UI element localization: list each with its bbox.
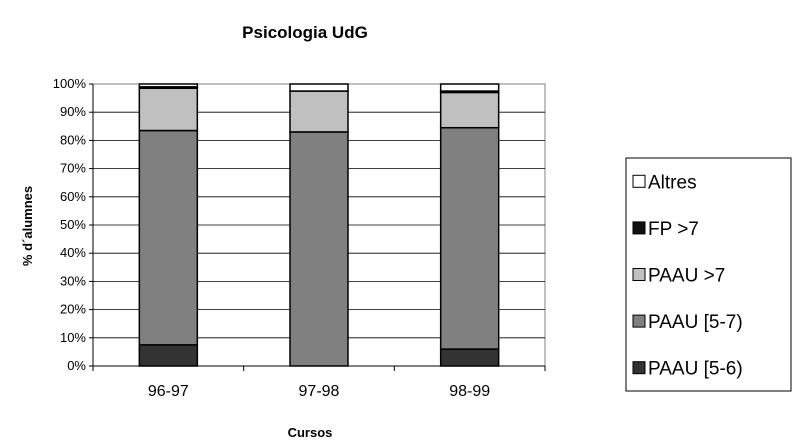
legend-swatch bbox=[632, 221, 646, 235]
x-category-label: 98-99 bbox=[449, 383, 490, 400]
x-category-label: 97-98 bbox=[299, 383, 340, 400]
bar-segment bbox=[138, 83, 199, 88]
legend-box bbox=[625, 157, 792, 392]
x-category-label: 96-97 bbox=[148, 383, 189, 400]
bar-segment bbox=[138, 87, 199, 132]
bar-segment bbox=[439, 91, 500, 129]
y-tick-label: 20% bbox=[60, 302, 86, 317]
y-tick-label: 0% bbox=[67, 358, 86, 373]
y-tick-label: 10% bbox=[60, 330, 86, 345]
y-tick-label: 100% bbox=[53, 76, 87, 91]
y-tick-label: 40% bbox=[60, 245, 86, 260]
bar-segment bbox=[289, 83, 349, 92]
legend-swatch bbox=[632, 361, 646, 375]
legend-label: PAAU [5-6) bbox=[648, 359, 743, 380]
legend-label: Altres bbox=[648, 172, 697, 193]
y-tick-label: 70% bbox=[60, 161, 86, 176]
chart-title: Psicologia UdG bbox=[242, 23, 368, 42]
legend: Altres FP >7 PAAU >7 PAAU [5-7) PAAU [5-6) bbox=[625, 157, 792, 392]
bar-segment bbox=[138, 129, 199, 346]
bar-segment bbox=[439, 83, 500, 92]
y-tick-label: 60% bbox=[60, 189, 86, 204]
legend-label: PAAU >7 bbox=[648, 266, 725, 287]
y-tick-label: 50% bbox=[60, 217, 86, 232]
bar-segment bbox=[439, 348, 500, 367]
legend-label: PAAU [5-7) bbox=[648, 312, 743, 333]
y-tick-label: 30% bbox=[60, 273, 86, 288]
bar-segment bbox=[289, 90, 349, 133]
plot-area: 0% 10% 20% 30% 40% 50% 60% 70% 80% 90% 100% 96-97 97… bbox=[53, 76, 546, 400]
legend-swatch bbox=[632, 314, 646, 328]
bar-segment bbox=[138, 344, 199, 367]
y-tick-label: 80% bbox=[60, 132, 86, 147]
y-tick-label: 90% bbox=[60, 104, 86, 119]
bar-segment bbox=[289, 131, 349, 367]
legend-swatch bbox=[632, 174, 646, 188]
bar-segment bbox=[439, 126, 500, 350]
x-axis-title: Cursos bbox=[288, 425, 333, 440]
y-axis-title: % d´alumnes bbox=[20, 186, 35, 266]
legend-swatch bbox=[632, 268, 646, 281]
legend-label: FP >7 bbox=[648, 219, 699, 240]
